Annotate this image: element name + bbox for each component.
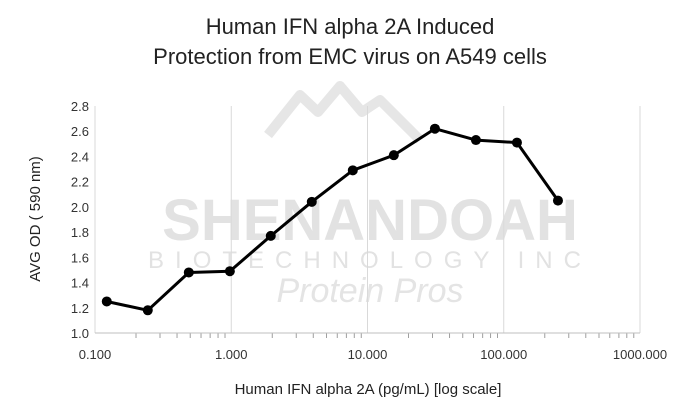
series-group [101,123,563,316]
y-axis: 1.0 1.2 1.4 1.6 1.8 2.0 2.2 2.4 2.6 2.8 [71,99,89,341]
x-tick-label: 0.100 [79,347,112,362]
x-tick-label: 10.000 [348,347,388,362]
gridlines [94,106,641,333]
y-tick-label: 2.2 [71,175,89,190]
y-axis-label: AVG OD ( 590 nm) [27,156,44,282]
data-point [470,135,481,146]
x-axis: 0.100 1.000 10.000 100.000 1000.000 [79,332,667,362]
x-tick-label: 100.000 [480,347,527,362]
y-tick-label: 1.2 [71,301,89,316]
y-tick-label: 2.6 [71,124,89,139]
y-tick-label: 2.4 [71,149,89,164]
y-tick-label: 1.0 [71,326,89,341]
data-point [265,230,276,241]
chart-title-line-1: Human IFN alpha 2A Induced [205,14,495,39]
watermark-line2: BIOTECHNOLOGY INC [148,247,592,274]
watermark-name: SHENANDOAH [162,188,578,253]
x-tick-label: 1000.000 [613,347,667,362]
y-tick-label: 2.0 [71,200,89,215]
data-point [388,150,399,161]
y-tick-label: 1.4 [71,276,89,291]
y-tick-label: 1.6 [71,250,89,265]
data-point [552,195,563,206]
y-tick-label: 2.8 [71,99,89,114]
data-point [142,305,153,316]
watermark-mountain-shape [264,81,424,144]
watermark-logo: SHENANDOAH BIOTECHNOLOGY INC Protein Pro… [148,81,592,310]
data-point [101,296,112,307]
data-point [511,137,522,148]
series-line [106,127,560,312]
data-point [306,196,317,207]
data-point [347,165,358,176]
data-point [429,123,440,134]
y-tick-label: 1.8 [71,225,89,240]
data-point [183,267,194,278]
x-axis-label: Human IFN alpha 2A (pg/mL) [log scale] [235,381,502,398]
watermark-line3: Protein Pros [276,272,463,310]
x-tick-label: 1.000 [215,347,248,362]
data-point [224,266,235,277]
chart-title-line-2: Protection from EMC virus on A549 cells [153,44,547,69]
